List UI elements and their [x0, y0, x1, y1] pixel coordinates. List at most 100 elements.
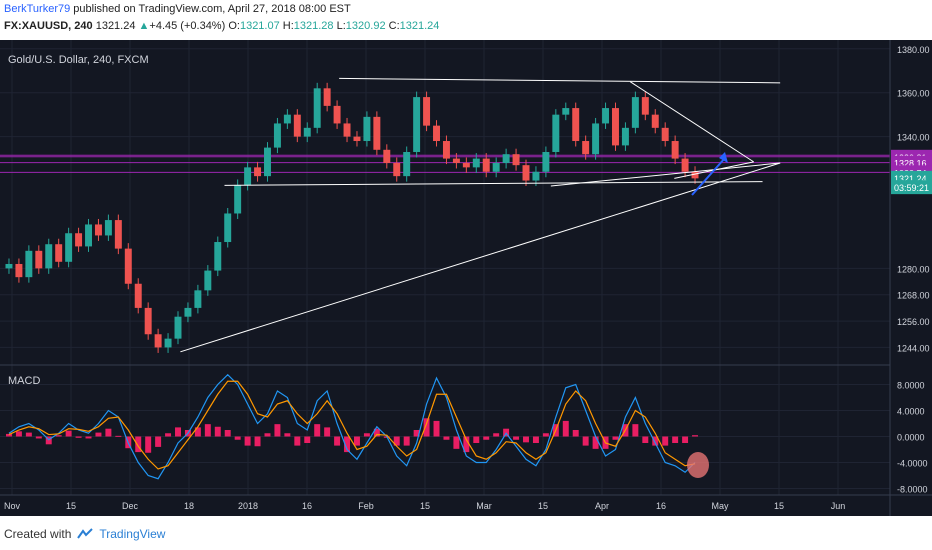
time-tick-label: Feb [358, 501, 374, 511]
trendlines [180, 77, 781, 353]
time-tick-label: 2018 [238, 501, 258, 511]
candle-body [333, 105, 341, 124]
macd-bar [632, 424, 639, 437]
macd-bar [582, 436, 589, 446]
macd-bar [483, 436, 490, 440]
macd-bar [85, 436, 92, 439]
macd-bar [532, 436, 539, 443]
highlight-circle-icon [687, 452, 709, 478]
candle-body [234, 184, 242, 214]
candle-body [651, 114, 659, 128]
macd-lines [8, 373, 696, 480]
candle-body [661, 127, 669, 142]
price-tick-label: 1340.00 [897, 133, 930, 143]
candle-body [542, 151, 550, 172]
macd-bar [314, 424, 321, 437]
macd-bar [344, 436, 351, 453]
open-value: 1321.07 [239, 20, 280, 32]
time-tick-label: Apr [595, 501, 609, 511]
macd-bar [463, 436, 470, 453]
published-text: published on TradingView.com, April 27, … [70, 3, 351, 15]
last-price: 1321.24 [95, 20, 136, 32]
macd-tick-label: -8.0000 [897, 485, 928, 495]
candle-body [303, 127, 311, 137]
candle-body [75, 233, 83, 247]
time-tick-label: 18 [184, 501, 194, 511]
macd-bar [542, 433, 549, 437]
macd-bar [393, 436, 400, 446]
macd-bar [642, 436, 649, 443]
candle-body [114, 220, 122, 249]
macd-bar [334, 436, 341, 446]
candle-body [532, 171, 540, 181]
chart-area[interactable]: 1380.00 1360.00 1340.00 1280.00 1268.00 1256.… [0, 40, 932, 516]
macd-bar [95, 432, 102, 437]
symbol-name: FX:XAUUSD, 240 [4, 20, 93, 32]
macd-title: MACD [8, 375, 40, 387]
macd-bar [25, 432, 32, 437]
macd-bar [254, 436, 261, 447]
candle-body [194, 290, 202, 308]
macd-bar [175, 427, 181, 437]
candle-body [582, 141, 590, 155]
tradingview-brand[interactable]: TradingView [99, 527, 166, 541]
candle-body [214, 242, 222, 271]
macd-bar [473, 436, 480, 443]
price-label-text: 1321.24 [894, 174, 927, 184]
candle-body [462, 162, 470, 168]
macd-bar [304, 436, 311, 443]
macd-histogram [5, 418, 699, 453]
projection-arrow-line [691, 157, 726, 196]
candle-body [592, 123, 600, 155]
candle-body [65, 233, 73, 262]
signal-line [8, 380, 696, 470]
author-link[interactable]: BerkTurker79 [4, 3, 71, 15]
macd-bar [284, 433, 291, 437]
candle-body [572, 108, 580, 142]
time-axis: Nov 15 Dec 18 2018 16 Feb 15 Mar 15 Apr 16 May 15 Jun [4, 501, 845, 511]
low-value: 1320.92 [345, 20, 386, 32]
candle-body [273, 123, 281, 148]
candle-body [631, 97, 639, 128]
candle-body [423, 97, 431, 126]
macd-bar [682, 436, 689, 443]
candle-body [562, 108, 570, 115]
created-with-text: Created with [4, 527, 72, 541]
candle-body [323, 88, 331, 106]
candle-body [363, 116, 371, 142]
candle-body [283, 114, 291, 124]
macd-bar [692, 435, 699, 437]
time-tick-label: Mar [476, 501, 492, 511]
macd-bar [324, 427, 331, 437]
macd-tick-label: 0.0000 [897, 433, 925, 443]
macd-bar [5, 433, 12, 437]
macd-bar [224, 430, 231, 437]
price-tick-label: 1268.00 [897, 291, 930, 301]
candle-body [85, 224, 92, 247]
close-value: 1321.24 [399, 20, 440, 32]
trendline [629, 81, 754, 163]
price-tick-label: 1256.00 [897, 317, 930, 327]
macd-bar [363, 433, 370, 437]
candle-body [602, 108, 610, 124]
price-tick-label: 1380.00 [897, 45, 930, 55]
candle-body [15, 263, 23, 278]
candle-body [612, 108, 619, 146]
macd-bar [264, 433, 271, 437]
candle-body [442, 141, 450, 159]
macd-bar [244, 436, 251, 446]
up-arrow-icon: ▲ [138, 20, 150, 32]
macd-bar [204, 424, 211, 437]
time-tick-label: Nov [4, 501, 21, 511]
candle-body [204, 270, 212, 291]
time-tick-label: 15 [774, 501, 784, 511]
time-tick-label: 15 [538, 501, 548, 511]
candle-body [35, 250, 43, 269]
high-label: H: [282, 20, 294, 32]
macd-bar [413, 430, 420, 437]
tradingview-logo-icon [77, 528, 94, 539]
candle-body [5, 263, 13, 269]
price-change: +4.45 (+0.34%) [149, 20, 226, 32]
symbol-line: FX:XAUUSD, 240 1321.24 ▲+4.45 (+0.34%) O… [4, 20, 439, 32]
time-tick-label: Jun [831, 501, 846, 511]
